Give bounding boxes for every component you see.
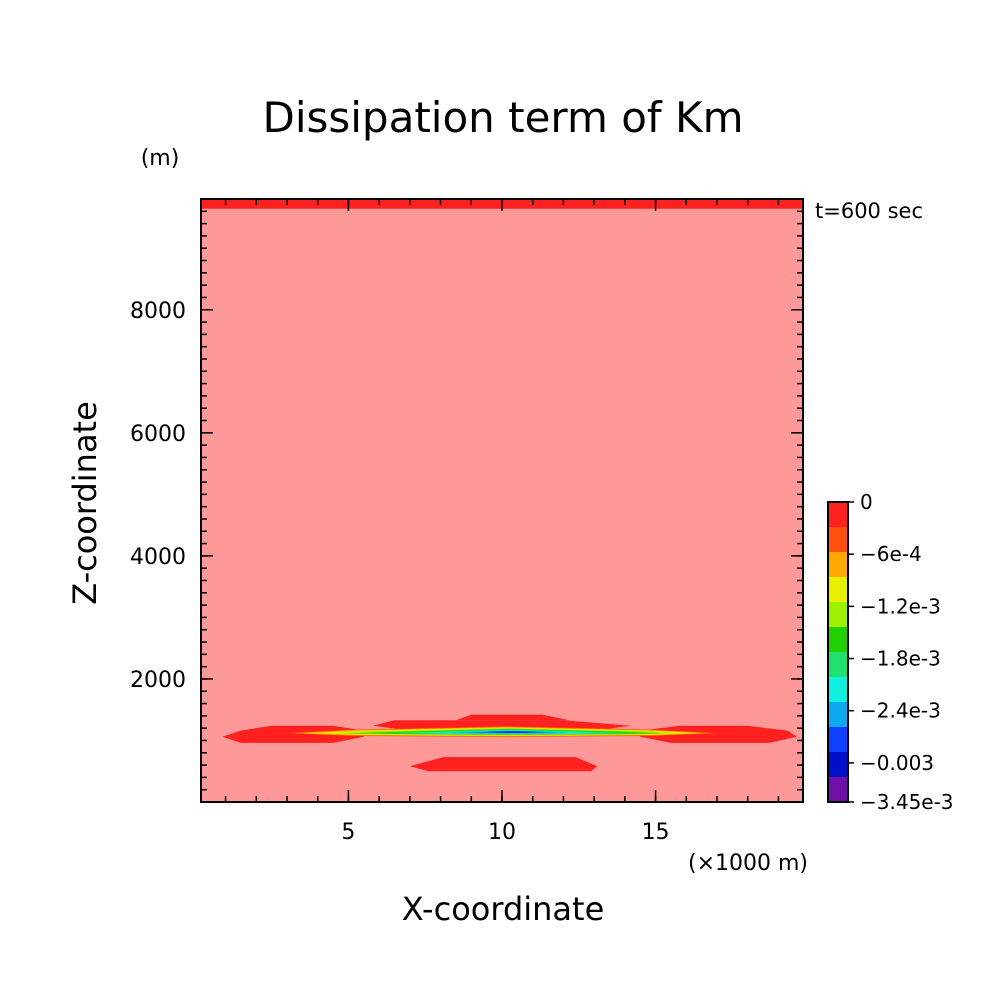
- contour-region-5: [409, 757, 598, 772]
- y-axis-unit: (m): [141, 146, 180, 171]
- time-label: t=600 sec: [815, 199, 923, 223]
- contour-region-4: [455, 714, 570, 721]
- colorbar-cell-4: [828, 602, 848, 628]
- colorbar-cell-6: [828, 652, 848, 678]
- colorbar-frame: [827, 501, 849, 803]
- colorbar-label: −6e-4: [860, 542, 922, 566]
- contour-regions: [201, 199, 803, 772]
- y-axis-label: Z-coordinate: [66, 401, 104, 605]
- colorbar-cell-7: [828, 677, 848, 703]
- axis-ticks: [201, 198, 803, 802]
- colorbar-cell-11: [828, 777, 848, 803]
- colorbar-cells: [828, 502, 848, 803]
- y-tick-label: 2000: [130, 668, 186, 693]
- contour-region-15: [489, 731, 536, 733]
- colorbar-label: 0: [860, 490, 873, 514]
- colorbar-cell-8: [828, 702, 848, 728]
- chart-title: Dissipation term of Km: [262, 93, 743, 142]
- x-axis-unit: (×1000 m): [688, 851, 808, 876]
- y-tick-label: 4000: [130, 545, 186, 570]
- y-tick-label: 8000: [130, 299, 186, 324]
- colorbar-cell-2: [828, 552, 848, 578]
- x-tick-label: 15: [642, 820, 670, 845]
- colorbar-cell-3: [828, 577, 848, 603]
- contour-region-2: [640, 725, 797, 743]
- colorbar-cell-0: [828, 502, 848, 528]
- colorbar-label: −1.8e-3: [860, 647, 941, 671]
- colorbar-label: −1.2e-3: [860, 594, 941, 618]
- plot-area: 5 10 15 2000 4000 6000 8000: [130, 198, 804, 845]
- plot-background: [201, 199, 803, 802]
- colorbar-labels: 0 −6e-4 −1.2e-3 −1.8e-3 −2.4e-3 −0.003 −3.45e-…: [848, 490, 954, 814]
- x-tick-label: 10: [488, 820, 516, 845]
- colorbar-label: −2.4e-3: [860, 699, 941, 723]
- contour-region-1: [222, 725, 364, 743]
- axis-tick-labels: 5 10 15 2000 4000 6000 8000: [130, 299, 670, 845]
- colorbar-label: −3.45e-3: [860, 790, 954, 814]
- colorbar-label: −0.003: [860, 751, 934, 775]
- colorbar: 0 −6e-4 −1.2e-3 −1.8e-3 −2.4e-3 −0.003 −3.45e-…: [827, 490, 954, 814]
- colorbar-cell-10: [828, 752, 848, 778]
- y-tick-label: 6000: [130, 422, 186, 447]
- x-tick-label: 5: [341, 820, 355, 845]
- x-axis-label: X-coordinate: [402, 890, 605, 928]
- colorbar-cell-9: [828, 727, 848, 753]
- colorbar-cell-5: [828, 627, 848, 653]
- colorbar-cell-1: [828, 527, 848, 553]
